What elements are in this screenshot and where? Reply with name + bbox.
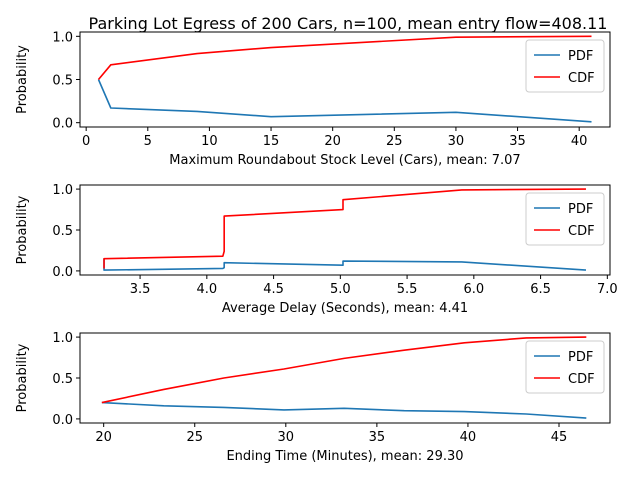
subplots-container: 0 5 10 15 20 25 30 35 40 0.0 0.5 1.0 Maximum Roundab…	[15, 30, 618, 464]
chart-title: Parking Lot Egress of 200 Cars, n=100, m…	[89, 14, 608, 33]
y-tick-label: 0.5	[52, 224, 73, 239]
y-tick-label: 0.5	[52, 372, 73, 387]
y-tick-label: 1.0	[52, 331, 73, 346]
x-tick-label: 10	[201, 134, 218, 149]
series-line-cdf	[103, 188, 586, 269]
y-axis-label: Probability	[15, 195, 30, 264]
x-tick-label: 30	[278, 430, 295, 445]
y-axis-label: Probability	[15, 343, 30, 412]
x-tick-label: 40	[460, 430, 477, 445]
series-line-pdf	[101, 401, 587, 419]
series-line-cdf	[101, 336, 587, 404]
x-tick-label: 5.0	[330, 282, 351, 297]
y-tick-label: 0.5	[52, 74, 73, 89]
legend-label-pdf: PDF	[568, 350, 593, 365]
x-tick-label: 7.0	[597, 282, 618, 297]
x-tick-label: 4.5	[263, 282, 284, 297]
y-axis-label: Probability	[15, 45, 30, 114]
x-tick-label: 35	[369, 430, 386, 445]
legend-box	[525, 340, 605, 394]
x-tick-label: 30	[448, 134, 465, 149]
series-line-pdf	[103, 258, 587, 271]
x-tick-label: 25	[186, 430, 203, 445]
x-axis-label: Ending Time (Minutes), mean: 29.30	[226, 449, 463, 464]
series-line-cdf	[97, 35, 592, 81]
y-tick-label: 0.0	[52, 413, 73, 428]
legend-box	[525, 39, 605, 93]
x-axis-label: Maximum Roundabout Stock Level (Cars), m…	[169, 153, 520, 168]
subplot-1: 0 5 10 15 20 25 30 35 40 0.0 0.5 1.0 Maximum Roundab…	[15, 30, 611, 168]
x-tick-label: 45	[551, 430, 568, 445]
x-tick-label: 15	[263, 134, 280, 149]
x-tick-label: 20	[324, 134, 341, 149]
y-tick-label: 0.0	[52, 265, 73, 280]
x-tick-label: 4.0	[196, 282, 217, 297]
x-tick-label: 40	[571, 134, 588, 149]
x-tick-label: 5	[144, 134, 152, 149]
legend: PDF CDF	[525, 340, 605, 394]
x-tick-label: 6.0	[463, 282, 484, 297]
y-tick-label: 0.0	[52, 117, 73, 132]
legend-label-pdf: PDF	[568, 49, 593, 64]
legend: PDF CDF	[525, 39, 605, 93]
x-tick-label: 6.5	[530, 282, 551, 297]
x-tick-label: 25	[386, 134, 403, 149]
legend-label-cdf: CDF	[568, 71, 595, 86]
x-tick-label: 3.5	[130, 282, 151, 297]
x-tick-label: 5.5	[397, 282, 418, 297]
legend-label-cdf: CDF	[568, 372, 595, 387]
y-tick-label: 1.0	[52, 30, 73, 45]
subplot-3: 20 25 30 35 40 45 0.0 0.5 1.0 Ending Time (Minute…	[15, 331, 611, 464]
subplot-2: 3.5 4.0 4.5 5.0 5.5 6.0 6.5 7.0 0.0 0.5 1.0 Average…	[15, 183, 618, 316]
x-tick-label: 35	[509, 134, 526, 149]
legend-label-cdf: CDF	[568, 224, 595, 239]
series-line-pdf	[97, 79, 592, 123]
x-tick-label: 0	[82, 134, 90, 149]
legend-label-pdf: PDF	[568, 202, 593, 217]
x-tick-label: 20	[95, 430, 112, 445]
legend: PDF CDF	[525, 192, 605, 246]
legend-box	[525, 192, 605, 246]
y-tick-label: 1.0	[52, 183, 73, 198]
x-axis-label: Average Delay (Seconds), mean: 4.41	[222, 301, 468, 316]
